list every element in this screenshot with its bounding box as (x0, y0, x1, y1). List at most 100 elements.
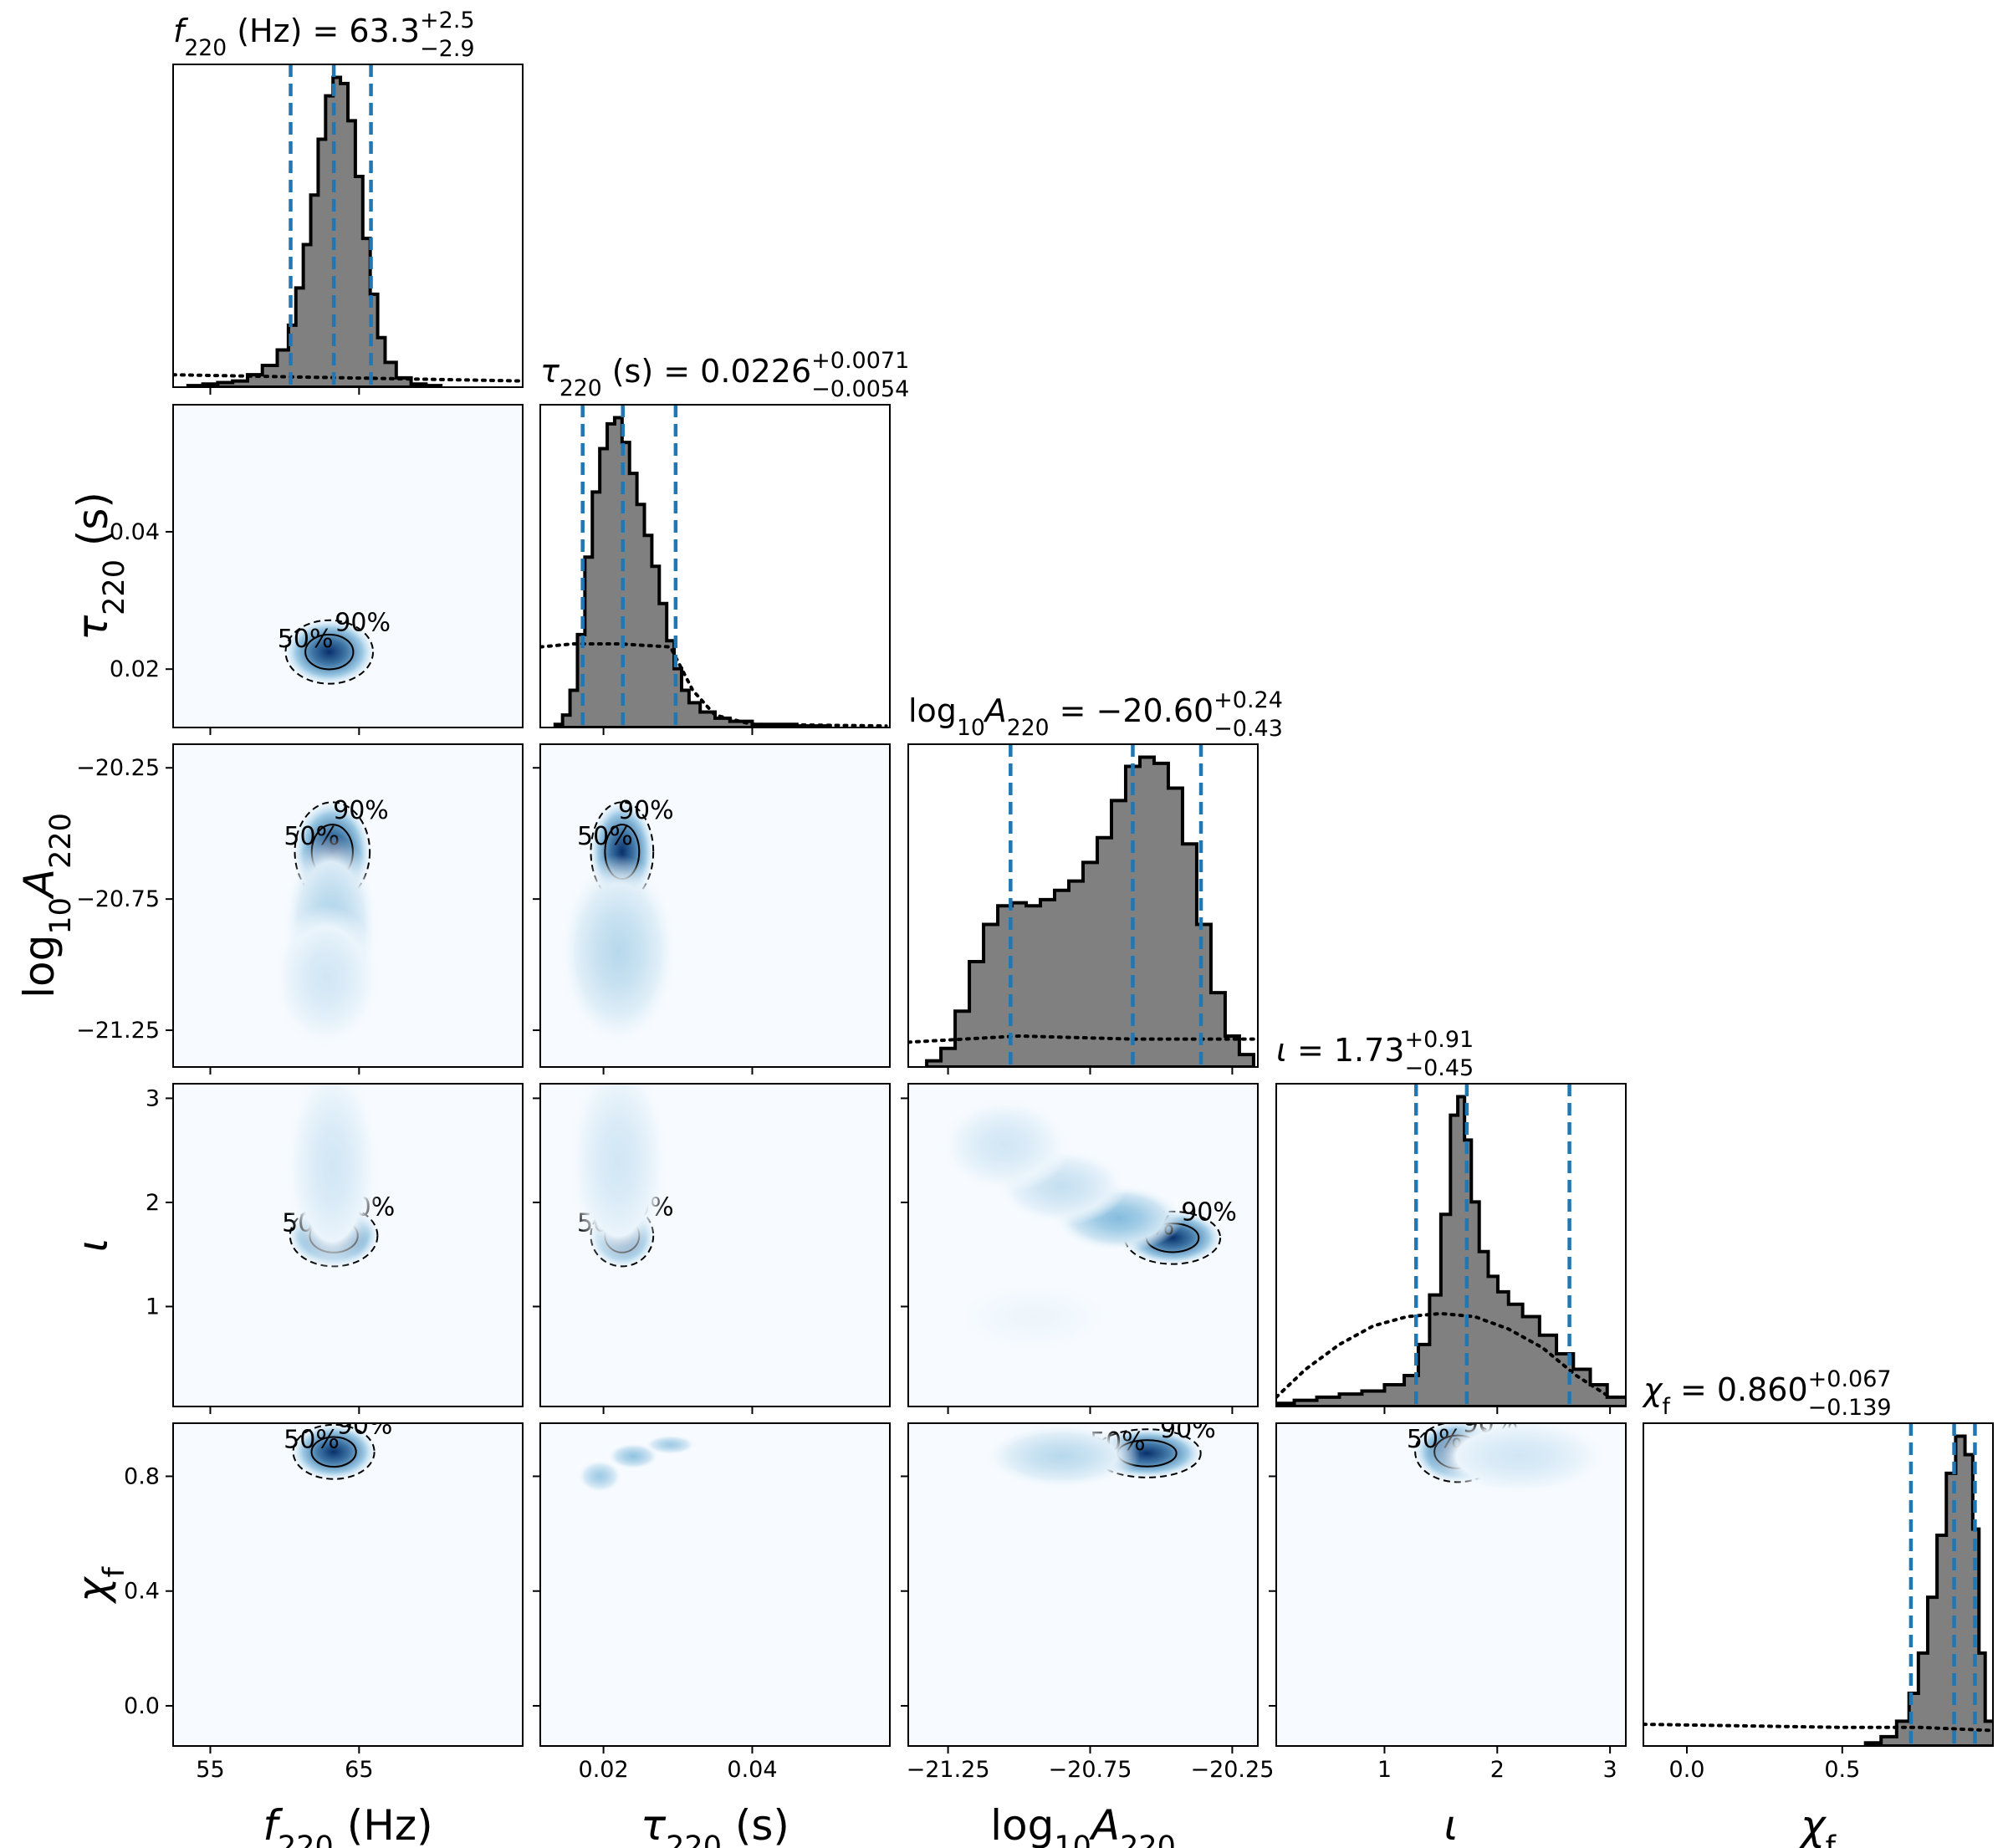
title-chi: χf = 0.860+0.067 −0.139 (1642, 1366, 1892, 1421)
x-tick-label: 0.0 (1669, 1757, 1705, 1783)
y-tick-label: −21.25 (76, 1018, 160, 1044)
density-blob (1428, 1423, 1611, 1496)
title-logA: log10A220 = −20.60+0.24 −0.43 (908, 687, 1283, 742)
x-tick-label: 0.02 (579, 1757, 629, 1783)
y-axis-label-iota: ι (69, 1238, 117, 1253)
label-sub: 220 (184, 35, 227, 61)
panel-frame-iota-chi (1275, 1422, 1627, 1747)
label-unit: (s) (602, 353, 654, 390)
label-sub: f (98, 1566, 131, 1577)
panel-frame-logA-chi (907, 1422, 1259, 1747)
hist-panel-tau (540, 405, 888, 727)
density-blob (289, 1423, 379, 1482)
title-err-plus: +0.24 (1214, 687, 1283, 713)
contour-label-90: 90% (335, 608, 391, 637)
x-axis-label-f: f220 (Hz) (263, 1801, 432, 1848)
title-err-minus: −0.139 (1808, 1395, 1892, 1421)
y-tick-label: −20.75 (76, 886, 160, 912)
y-tick-label: 1 (146, 1294, 160, 1320)
y-tick-label: 0.4 (124, 1579, 160, 1605)
panel-frame-tau-iota (539, 1083, 891, 1407)
title-err-plus: +0.91 (1404, 1027, 1474, 1053)
contour-label-90: 90% (618, 796, 674, 825)
label-main: ι (1444, 1801, 1459, 1848)
title-err-minus: −0.43 (1214, 716, 1283, 742)
density-blob (567, 1084, 670, 1269)
label-main: τ (69, 615, 117, 641)
x-tick-label: 0.5 (1824, 1757, 1860, 1783)
density-blob (644, 1434, 697, 1455)
panel-frame-tau-chi (539, 1422, 891, 1747)
panel-frame-f-iota (172, 1083, 524, 1407)
y-axis-label-logA: log10A220 (15, 813, 78, 998)
title-err-minus: −2.9 (420, 36, 475, 62)
panel-frame-iota-iota (1275, 1083, 1627, 1407)
density-blob (558, 855, 678, 1049)
title-equals: = 0.0226 (653, 353, 811, 390)
hist-panel-iota (1276, 1084, 1626, 1406)
x-tick-label: 65 (345, 1757, 373, 1783)
label-main: χ (69, 1575, 117, 1605)
label-main: χ (1798, 1801, 1827, 1848)
label-main-2: A (1089, 1801, 1120, 1848)
density-panel-tau-iota: 50%90% (540, 1084, 890, 1406)
y-tick-label: 3 (146, 1085, 160, 1111)
label-sub: 220 (278, 1830, 334, 1848)
panel-frame-f-f (172, 64, 524, 388)
density-panel-tau-logA: 50%90% (540, 744, 890, 1067)
panel-frame-f-tau (172, 404, 524, 728)
x-tick-label: 0.04 (727, 1757, 777, 1783)
title-tau: τ220 (s) = 0.0226+0.0071 −0.0054 (540, 348, 909, 402)
hist-panel-chi (1643, 1423, 1993, 1746)
title-equals: = 63.3 (302, 13, 420, 49)
y-tick-label: −20.25 (76, 755, 160, 781)
label-main-2: A (983, 692, 1007, 729)
contour-90 (284, 619, 375, 685)
hist-bars (925, 755, 1255, 1067)
panel-frame-tau-logA (539, 743, 891, 1068)
contour-50 (310, 1436, 357, 1468)
y-axis-label-tau: τ220 (s) (69, 492, 131, 641)
panel-frame-f-chi (172, 1422, 524, 1747)
density-blob (284, 1084, 381, 1274)
contour-label-90: 90% (1181, 1197, 1237, 1227)
density-panel-f-chi: 50%90% (173, 1412, 523, 1746)
density-blob (281, 617, 378, 687)
label-main: τ (641, 1801, 667, 1848)
panel-frame-tau-tau (539, 404, 891, 728)
label-sub-2: 220 (1007, 715, 1050, 741)
density-panel-f-tau: 50%90% (173, 405, 523, 727)
prior-line (908, 1034, 1258, 1044)
label-main: log (15, 935, 64, 998)
hist-panel-logA (908, 744, 1258, 1067)
density-blob (607, 1442, 659, 1470)
title-err-plus: +0.0071 (811, 348, 909, 374)
density-panel-logA-iota: 50%90% (908, 1084, 1258, 1406)
density-blob (983, 1423, 1141, 1489)
label-sub: f (1826, 1830, 1837, 1848)
contour-90 (292, 1423, 376, 1480)
density-blob (954, 1280, 1112, 1353)
x-axis-label-iota: ι (1444, 1801, 1459, 1848)
label-main: τ (540, 353, 560, 390)
label-unit: (Hz) (334, 1801, 433, 1848)
prior-line (173, 373, 523, 383)
density-panel-tau-chi (540, 1423, 890, 1746)
density-blob (577, 1459, 622, 1493)
density-panel-iota-chi: 50%90% (1276, 1423, 1626, 1746)
title-equals: = −20.60 (1050, 692, 1214, 729)
label-sub-2: 220 (1120, 1830, 1176, 1848)
x-axis-label-chi: χf (1798, 1801, 1837, 1848)
label-sub: f (1663, 1394, 1671, 1420)
panel-frame-chi-chi (1643, 1422, 1994, 1747)
label-main: ι (69, 1238, 117, 1253)
y-tick-label: 0.04 (110, 519, 160, 545)
label-unit: (s) (69, 492, 117, 559)
hist-panel-f (173, 64, 523, 387)
contour-label-50: 50% (284, 1426, 340, 1455)
contour-label-90: 90% (337, 1412, 393, 1441)
label-unit: (s) (722, 1801, 789, 1848)
y-tick-label: 0.8 (124, 1463, 160, 1489)
density-panel-f-logA: 50%90% (173, 744, 523, 1067)
